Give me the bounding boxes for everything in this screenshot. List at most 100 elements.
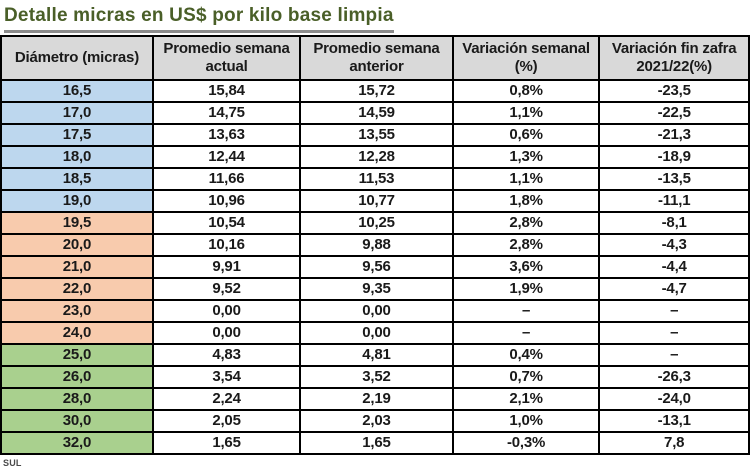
weekly-variation-cell: 0,7% (451, 364, 601, 389)
table-row: 23,0 0,00 0,00– – (0, 298, 750, 323)
diameter-cell: 26,0 (0, 364, 154, 389)
current-week-cell: 9,91 (151, 254, 302, 279)
diameter-cell: 16,5 (0, 78, 154, 103)
weekly-variation-cell: 1,0% (451, 408, 601, 433)
weekly-variation-cell: 1,3% (451, 144, 601, 169)
weekly-variation-cell: – (451, 298, 601, 323)
season-variation-cell: -11,1 (598, 188, 750, 213)
diameter-cell: 22,0 (0, 276, 154, 301)
weekly-variation-cell: 1,8% (451, 188, 601, 213)
current-week-cell: 13,63 (151, 122, 302, 147)
diameter-cell: 23,0 (0, 298, 154, 323)
season-variation-cell: – (598, 298, 750, 323)
diameter-cell: 18,0 (0, 144, 154, 169)
previous-week-cell: 9,88 (299, 232, 454, 257)
table-row: 25,0 4,83 4,81 0,4% – (0, 342, 750, 367)
title-bar: Detalle micras en US$ por kilo base limp… (0, 0, 750, 33)
previous-week-cell: 4,81 (299, 342, 454, 367)
table-header: Diámetro (micras) Promedio semana actual… (0, 34, 750, 81)
current-week-cell: 12,44 (151, 144, 302, 169)
diameter-cell: 32,0 (0, 430, 154, 455)
source-note: SUL (3, 457, 22, 468)
table-row: 24,0 0,00 0,00– – (0, 320, 750, 345)
diameter-cell: 19,5 (0, 210, 154, 235)
previous-week-cell: 10,25 (299, 210, 454, 235)
current-week-cell: 0,00 (151, 320, 302, 345)
season-variation-cell: -22,5 (598, 100, 750, 125)
previous-week-cell: 11,53 (299, 166, 454, 191)
weekly-variation-cell: 1,1% (451, 166, 601, 191)
table-row: 32,0 1,65 1,65 -0,3% 7,8 (0, 430, 750, 455)
table-row: 17,5 13,63 13,55 0,6% -21,3 (0, 122, 750, 147)
current-week-cell: 2,05 (151, 408, 302, 433)
diameter-cell: 21,0 (0, 254, 154, 279)
weekly-variation-cell: 1,9% (451, 276, 601, 301)
previous-week-cell: 1,65 (299, 430, 454, 455)
diameter-cell: 17,5 (0, 122, 154, 147)
current-week-cell: 15,84 (151, 78, 302, 103)
col-header-diameter: Diámetro (micras) (0, 34, 154, 81)
current-week-cell: 10,16 (151, 232, 302, 257)
weekly-variation-cell: 2,8% (451, 210, 601, 235)
table-row: 18,5 11,66 11,53 1,1% -13,5 (0, 166, 750, 191)
weekly-variation-cell: 1,1% (451, 100, 601, 125)
table-row: 16,5 15,84 15,72 0,8% -23,5 (0, 78, 750, 103)
table-row: 21,0 9,91 9,56 3,6% -4,4 (0, 254, 750, 279)
previous-week-cell: 0,00 (299, 298, 454, 323)
previous-week-cell: 3,52 (299, 364, 454, 389)
table-row: 19,5 10,54 10,25 2,8% -8,1 (0, 210, 750, 235)
weekly-variation-cell: 2,8% (451, 232, 601, 257)
table-row: 20,0 10,16 9,88 2,8% -4,3 (0, 232, 750, 257)
micron-price-table: Diámetro (micras) Promedio semana actual… (0, 34, 750, 455)
current-week-cell: 11,66 (151, 166, 302, 191)
previous-week-cell: 13,55 (299, 122, 454, 147)
current-week-cell: 10,96 (151, 188, 302, 213)
season-variation-cell: – (598, 342, 750, 367)
season-variation-cell: -23,5 (598, 78, 750, 103)
table-row: 17,0 14,75 14,59 1,1% -22,5 (0, 100, 750, 125)
previous-week-cell: 15,72 (299, 78, 454, 103)
current-week-cell: 1,65 (151, 430, 302, 455)
previous-week-cell: 10,77 (299, 188, 454, 213)
diameter-cell: 25,0 (0, 342, 154, 367)
table-row: 22,0 9,52 9,35 1,9% -4,7 (0, 276, 750, 301)
diameter-cell: 18,5 (0, 166, 154, 191)
weekly-variation-cell: -0,3% (451, 430, 601, 455)
season-variation-cell: -26,3 (598, 364, 750, 389)
previous-week-cell: 2,03 (299, 408, 454, 433)
diameter-cell: 28,0 (0, 386, 154, 411)
previous-week-cell: 9,56 (299, 254, 454, 279)
col-header-season-variation: Variación fin zafra 2021/22(%) (598, 34, 750, 81)
table-row: 19,0 10,96 10,77 1,8% -11,1 (0, 188, 750, 213)
previous-week-cell: 14,59 (299, 100, 454, 125)
current-week-cell: 0,00 (151, 298, 302, 323)
previous-week-cell: 12,28 (299, 144, 454, 169)
weekly-variation-cell: 0,4% (451, 342, 601, 367)
col-header-weekly-variation: Variación semanal (%) (451, 34, 601, 81)
weekly-variation-cell: 0,6% (451, 122, 601, 147)
table-row: 26,0 3,54 3,52 0,7% -26,3 (0, 364, 750, 389)
previous-week-cell: 0,00 (299, 320, 454, 345)
season-variation-cell: -8,1 (598, 210, 750, 235)
diameter-cell: 30,0 (0, 408, 154, 433)
season-variation-cell: -24,0 (598, 386, 750, 411)
season-variation-cell: -21,3 (598, 122, 750, 147)
current-week-cell: 4,83 (151, 342, 302, 367)
weekly-variation-cell: – (451, 320, 601, 345)
table-row: 28,0 2,24 2,19 2,1% -24,0 (0, 386, 750, 411)
season-variation-cell: -18,9 (598, 144, 750, 169)
diameter-cell: 17,0 (0, 100, 154, 125)
current-week-cell: 2,24 (151, 386, 302, 411)
season-variation-cell: -4,4 (598, 254, 750, 279)
season-variation-cell: -13,1 (598, 408, 750, 433)
diameter-cell: 19,0 (0, 188, 154, 213)
current-week-cell: 10,54 (151, 210, 302, 235)
previous-week-cell: 9,35 (299, 276, 454, 301)
header-row: Diámetro (micras) Promedio semana actual… (0, 34, 750, 81)
table-row: 30,0 2,05 2,03 1,0% -13,1 (0, 408, 750, 433)
current-week-cell: 3,54 (151, 364, 302, 389)
table-row: 18,0 12,44 12,28 1,3% -18,9 (0, 144, 750, 169)
weekly-variation-cell: 3,6% (451, 254, 601, 279)
col-header-current-week: Promedio semana actual (151, 34, 302, 81)
